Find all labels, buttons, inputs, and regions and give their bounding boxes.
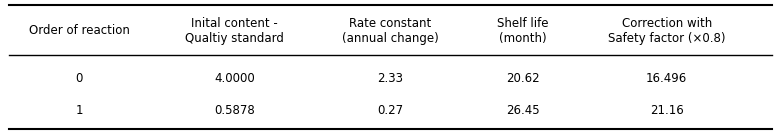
Text: Inital content -
Qualtiy standard: Inital content - Qualtiy standard xyxy=(185,17,284,45)
Text: 0.27: 0.27 xyxy=(377,104,404,117)
Text: Order of reaction: Order of reaction xyxy=(29,24,130,37)
Text: 21.16: 21.16 xyxy=(650,104,683,117)
Text: 1: 1 xyxy=(76,104,83,117)
Text: 0.5878: 0.5878 xyxy=(215,104,255,117)
Text: Shelf life
(month): Shelf life (month) xyxy=(497,17,548,45)
Text: 0: 0 xyxy=(76,72,83,85)
Text: 2.33: 2.33 xyxy=(377,72,404,85)
Text: 26.45: 26.45 xyxy=(506,104,540,117)
Text: 16.496: 16.496 xyxy=(646,72,687,85)
Text: 4.0000: 4.0000 xyxy=(215,72,255,85)
Text: 20.62: 20.62 xyxy=(506,72,540,85)
Text: Rate constant
(annual change): Rate constant (annual change) xyxy=(342,17,439,45)
Text: Correction with
Safety factor (×0.8): Correction with Safety factor (×0.8) xyxy=(608,17,726,45)
